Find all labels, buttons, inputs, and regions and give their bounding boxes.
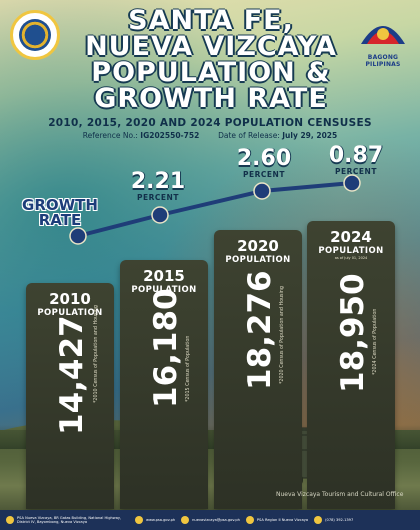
- bar-year: 2024: [330, 228, 372, 246]
- reference-number: IG202550-752: [140, 131, 200, 140]
- bar-year: 2015: [143, 267, 185, 285]
- bar-population-label: POPULATION: [131, 285, 197, 295]
- release-label: Date of Release:: [218, 131, 280, 140]
- bar-year: 2010: [49, 290, 91, 308]
- growth-rate-unit: PERCENT: [137, 193, 179, 202]
- growth-rate-value: 0.87: [328, 143, 384, 168]
- globe-icon: [135, 516, 143, 524]
- bar-year: 2020: [237, 237, 279, 255]
- bar-source-note: *2020 Census of Population and Housing: [280, 286, 285, 384]
- bar-as-of-note: as of July 01, 2024: [334, 256, 368, 260]
- footer-email[interactable]: nuevavizcaya@psa.gov.ph: [181, 516, 240, 524]
- growth-rate-label: GROWTH RATE: [20, 198, 100, 228]
- email-icon: [181, 516, 190, 524]
- footer-address-text: PSA Nueva Vizcaya, BR Gatas Building, Na…: [17, 516, 122, 524]
- title-line-2: NUEVA VIZCAYA: [85, 31, 337, 62]
- footer-address: PSA Nueva Vizcaya, BR Gatas Building, Na…: [6, 516, 129, 524]
- growth-rate-2024: 0.87 PERCENT: [324, 143, 388, 177]
- growth-rate-2020: 2.60 PERCENT: [232, 146, 296, 180]
- growth-rate-value: 2.60: [236, 146, 292, 171]
- footer-facebook-text[interactable]: PSA Region II Nueva Vizcaya: [256, 518, 309, 522]
- bar-population-label: POPULATION: [37, 308, 103, 318]
- psa-logo-emblem: [19, 19, 51, 51]
- bagong-pilipinas-logo: BAGONG PILIPINAS: [355, 14, 411, 68]
- growth-rate-label-line1: GROWTH: [22, 196, 98, 214]
- population-bar-2020: 2020 POPULATION 18,276 *2020 Census of P…: [214, 230, 302, 509]
- footer-phone[interactable]: (078) 392-1397: [314, 516, 353, 524]
- bar-population-label: POPULATION: [225, 255, 291, 265]
- population-value: 14,427: [54, 315, 90, 435]
- facebook-icon: [245, 516, 254, 524]
- bar-source-note: *2024 Census of Population: [373, 308, 378, 375]
- population-bar-2015: 2015 POPULATION 16,180 *2015 Census of P…: [120, 260, 208, 509]
- phone-icon: [314, 516, 323, 524]
- growth-rate-unit: PERCENT: [243, 170, 285, 179]
- bagong-pilipinas-caption: BAGONG PILIPINAS: [365, 54, 401, 68]
- population-bar-2024: 2024 POPULATION as of July 01, 2024 18,9…: [307, 221, 395, 509]
- title-line-4: GROWTH RATE: [94, 83, 328, 114]
- title-line-1: SANTA FE,: [128, 5, 294, 36]
- footer-bar: PSA Nueva Vizcaya, BR Gatas Building, Na…: [0, 510, 420, 530]
- bar-source-note: *2015 Census of Population: [186, 335, 191, 402]
- title-line-3: POPULATION &: [91, 57, 331, 88]
- footer-website-text[interactable]: www.psa.gov.ph: [146, 518, 176, 522]
- release-meta: Reference No.: IG202550-752 Date of Rele…: [0, 131, 420, 140]
- growth-rate-label-line2: RATE: [38, 211, 82, 229]
- population-bar-2010: 2010 POPULATION 14,427 *2010 Census of P…: [26, 283, 114, 509]
- growth-rate-2015: 2.21 PERCENT: [126, 169, 190, 203]
- bar-source-note: *2010 Census of Population and Housing: [94, 305, 99, 403]
- growth-rate-value: 2.21: [130, 169, 186, 194]
- growth-rate-unit: PERCENT: [335, 167, 377, 176]
- bar-population-label: POPULATION: [318, 246, 384, 256]
- photo-credit: Nueva Vizcaya Tourism and Cultural Offic…: [276, 491, 404, 498]
- bagong-pilipinas-emblem-icon: [361, 26, 405, 44]
- footer-phone-text[interactable]: (078) 392-1397: [325, 518, 354, 522]
- location-icon: [6, 516, 14, 524]
- reference-label: Reference No.:: [82, 131, 138, 140]
- psa-logo: [10, 10, 60, 60]
- release-date: July 29, 2025: [282, 131, 338, 140]
- population-value: 18,276: [242, 270, 278, 390]
- page-title: SANTA FE, NUEVA VIZCAYA POPULATION & GRO…: [70, 5, 352, 114]
- population-value: 16,180: [148, 288, 184, 408]
- footer-facebook[interactable]: PSA Region II Nueva Vizcaya: [245, 516, 309, 524]
- page-subtitle: 2010, 2015, 2020 AND 2024 POPULATION CEN…: [48, 117, 372, 129]
- population-value: 18,950: [335, 273, 371, 393]
- footer-email-text[interactable]: nuevavizcaya@psa.gov.ph: [192, 518, 240, 522]
- footer-website[interactable]: www.psa.gov.ph: [135, 516, 175, 524]
